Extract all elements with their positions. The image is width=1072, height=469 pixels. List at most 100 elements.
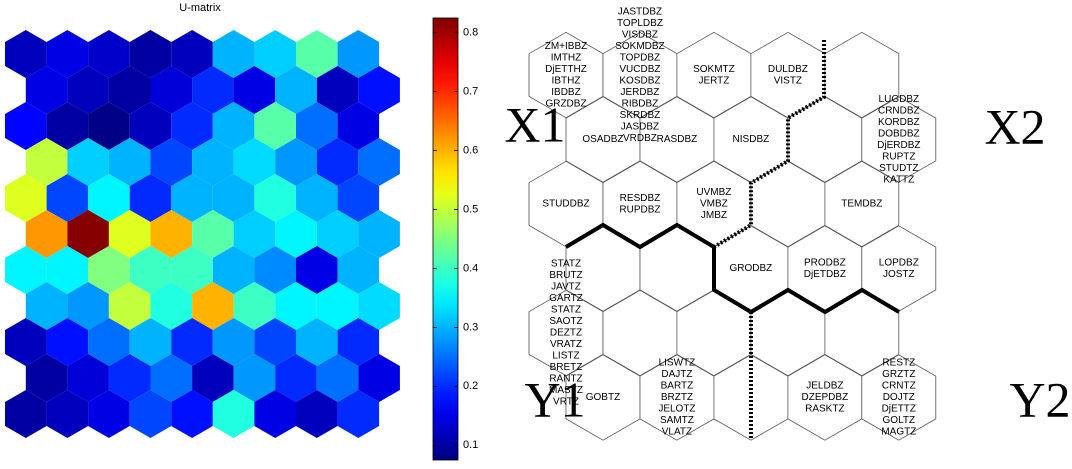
cell-label: JASTDBZ — [618, 6, 662, 17]
hex-cell — [67, 210, 109, 258]
cell-label: RASDBZ — [657, 134, 698, 145]
cell-label: RESTZ — [882, 358, 915, 369]
hex-cell — [129, 390, 172, 438]
hex-cell — [337, 30, 380, 78]
cell-label: DZEPDBZ — [802, 392, 849, 403]
hex-cell — [358, 282, 400, 330]
cell-label: RIBDBZ — [622, 98, 659, 109]
cell-label: GOBTZ — [586, 392, 620, 403]
hex-cell — [316, 138, 359, 186]
hex-cell — [108, 138, 151, 186]
hex-cell — [108, 210, 151, 258]
cell-label: DAJTZ — [661, 369, 692, 380]
cell-label: MASTZ — [549, 385, 583, 396]
hex-cell — [296, 102, 338, 150]
hex-cell — [275, 282, 317, 330]
cell-label: CRNDBZ — [878, 105, 920, 116]
hex-cell — [171, 102, 213, 150]
hex-cell — [358, 210, 400, 258]
hex-cell — [254, 318, 296, 366]
hex-cell — [171, 174, 213, 222]
cell-label: ZM+IBBZ — [545, 41, 588, 52]
cell-label: UVMBZ — [696, 187, 731, 198]
cell-label: RUPDBZ — [619, 204, 660, 215]
colorbar-tick-label: 0.2 — [463, 380, 478, 392]
hex-cell — [296, 390, 338, 438]
hex-cell — [192, 210, 234, 258]
colorbar-tick-label: 0.8 — [463, 27, 478, 39]
hex-cell — [275, 210, 317, 258]
cell-label: RANTZ — [549, 374, 582, 385]
cell-label: DULDBZ — [768, 64, 808, 75]
hex-cell — [254, 30, 296, 78]
cell-label: SKRDBZ — [620, 110, 661, 121]
cell-label: LUGDBZ — [879, 94, 920, 105]
cell-label: GRZTZ — [882, 369, 915, 380]
hex-cell — [129, 318, 172, 366]
hex-cell — [67, 138, 109, 186]
cell-label: VUCDBZ — [619, 64, 660, 75]
cell-label: BRUTZ — [549, 270, 582, 281]
cell-label: VRATZ — [550, 339, 582, 350]
hex-cell — [5, 246, 47, 294]
cell-label: IBDBZ — [551, 87, 580, 98]
cell-label: DjETDBZ — [804, 269, 846, 280]
hex-cell — [233, 282, 276, 330]
cell-label: VLATZ — [662, 427, 692, 438]
hex-cell — [88, 102, 130, 150]
hex-cell — [358, 66, 400, 114]
hex-cell — [5, 30, 47, 78]
cell-label: VISTZ — [774, 75, 802, 86]
hex-cell — [67, 66, 109, 114]
hex-cell — [88, 390, 130, 438]
cell-label: MAGTZ — [881, 427, 916, 438]
colorbar-tick-label: 0.6 — [463, 145, 478, 157]
hex-cell — [88, 246, 130, 294]
cell-label: TEMDBZ — [841, 199, 882, 210]
cell-label: JELDBZ — [806, 381, 843, 392]
hex-cell — [296, 30, 338, 78]
hex-cell — [171, 318, 213, 366]
hex-cell — [108, 282, 151, 330]
cell-label: GOLTZ — [883, 415, 916, 426]
hex-cell — [129, 174, 172, 222]
hex-cell — [25, 66, 68, 114]
hex-cell — [316, 282, 359, 330]
hex-cell — [254, 390, 296, 438]
cell-label: TOPLDBZ — [617, 18, 663, 29]
hex-cell — [212, 30, 255, 78]
cluster-border-dotted — [712, 40, 826, 249]
hex-cell — [46, 174, 89, 222]
hex-cell — [316, 354, 359, 402]
hex-cell — [337, 318, 380, 366]
cell-label: IMTHZ — [551, 52, 582, 63]
hex-cell — [150, 138, 193, 186]
colorbar-tick-label: 0.5 — [463, 203, 478, 215]
cell-label: BARTZ — [661, 381, 694, 392]
cell-label: BRETZ — [550, 362, 583, 373]
hex-cell — [46, 246, 89, 294]
hex-cell — [296, 174, 338, 222]
hex-cell — [88, 30, 130, 78]
colorbar-tick-label: 0.1 — [463, 439, 478, 451]
cluster-border — [564, 222, 901, 315]
cell-label: STATZ — [551, 259, 581, 270]
cell-label: STATZ — [551, 305, 581, 316]
cell-label: GRZDBZ — [545, 98, 586, 109]
hex-cell — [337, 390, 380, 438]
hex-cell — [25, 354, 68, 402]
cell-label: LISWTZ — [659, 358, 696, 369]
region-label: X1 — [504, 96, 565, 152]
hex-cell — [5, 390, 47, 438]
region-label: Y2 — [1009, 371, 1070, 427]
hex-cell — [5, 102, 47, 150]
cell-label: KORDBZ — [878, 117, 920, 128]
hex-cell — [275, 66, 317, 114]
cell-label: DjERDBZ — [877, 140, 920, 151]
hex-cell — [212, 318, 255, 366]
region-label: X2 — [984, 98, 1045, 154]
hex-cell — [316, 66, 359, 114]
cell-label: VISDBZ — [622, 29, 658, 40]
cell-label: SOKMTZ — [693, 64, 735, 75]
cell-label: DOJTZ — [883, 392, 915, 403]
